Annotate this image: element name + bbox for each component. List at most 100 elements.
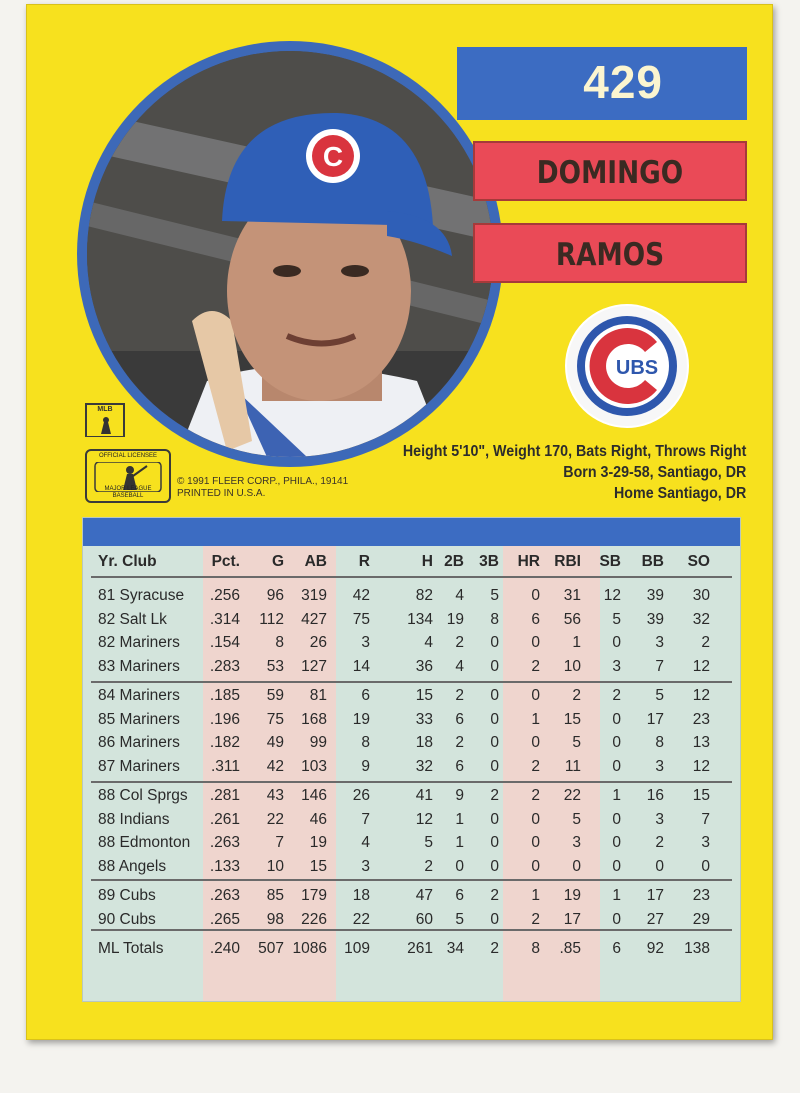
stats-row: 86 Mariners .182 49 99 8 18 2 0 0 5 0 8 13 [83,733,740,755]
cell-club: ML Totals [98,940,164,957]
cell-2b: 5 [455,910,464,928]
cell-so: 29 [692,910,710,928]
cell-club: 84 Mariners [98,687,180,704]
cell-pct: .311 [210,757,240,775]
cell-pct: .263 [209,834,240,851]
cell-rbi: 56 [563,610,581,628]
first-name-bar: DOMINGO [473,141,747,201]
cell-2b: 4 [455,657,464,675]
header-g: G [271,553,284,570]
cell-r: 3 [361,634,370,651]
cell-r: 8 [361,734,370,751]
cell-rbi: 17 [563,910,581,928]
helmet-logo-letter: C [323,141,343,172]
cell-bb: 0 [655,857,664,875]
cell-2b: 6 [455,757,464,775]
cell-ab: 168 [301,710,327,728]
cell-hr: 2 [531,757,540,775]
copyright-line-2: PRINTED IN U.S.A. [177,488,266,499]
player-bio: Height 5'10", Weight 170, Bats Right, Th… [373,441,746,504]
cell-g: 75 [266,710,284,728]
cell-r: 109 [344,940,370,957]
cell-club: 88 Edmonton [98,834,191,851]
cell-3b: 0 [490,634,499,651]
bio-height-weight: Height 5'10", Weight 170, Bats Right, Th… [402,443,746,460]
cell-sb: 0 [612,910,621,928]
mlb-small-logo: MLB [85,403,125,437]
cell-so: 0 [701,857,710,875]
cell-pct: .154 [209,634,240,651]
cell-g: 98 [266,910,284,928]
cell-2b: 34 [446,940,464,957]
cell-r: 3 [361,857,370,875]
header-3b: 3B [479,553,499,570]
cell-2b: 2 [455,734,464,751]
cell-g: 8 [275,634,284,651]
cell-h: 41 [415,787,433,804]
cell-r: 26 [352,787,370,804]
header-pct: Pct. [211,553,240,570]
cell-r: 9 [361,757,370,775]
cubs-logo-text: UBS [616,357,658,379]
cell-pct: .283 [209,657,240,675]
bio-born: Born 3-29-58, Santiago, DR [562,464,746,481]
copyright-line-1: © 1991 FLEER CORP., PHILA., 19141 [177,476,349,487]
cell-3b: 0 [490,734,499,751]
cell-bb: 92 [646,940,664,957]
cell-pct: .196 [209,710,240,728]
cell-g: 53 [266,657,284,675]
cell-bb: 2 [655,834,664,851]
cell-sb: 2 [612,687,621,704]
cell-h: 5 [424,834,433,851]
cell-3b: 0 [490,657,499,675]
stats-row: 81 Syracuse .256 96 319 42 82 4 5 0 31 12 39 30 [83,586,740,608]
cell-g: 59 [266,687,284,704]
cell-rbi: 1 [572,634,581,651]
cell-rbi: 19 [563,887,581,904]
header-club: Yr. Club [98,553,157,570]
licensee-top-label: OFFICIAL LICENSEE [98,453,158,459]
cell-3b: 5 [490,587,499,604]
cell-ab: 319 [301,587,327,604]
stats-divider [91,879,732,881]
cell-club: 82 Mariners [98,634,180,651]
stats-row: 89 Cubs .263 85 179 18 47 6 2 1 19 1 17 23 [83,886,740,908]
cell-hr: 6 [531,610,540,628]
cell-ab: 226 [301,910,327,928]
player-first-name: DOMINGO [536,155,684,191]
cell-ab: 103 [301,757,327,775]
cell-rbi: .85 [559,940,581,957]
cell-club: 89 Cubs [98,887,156,904]
cell-3b: 0 [490,910,499,928]
cell-ab: 46 [309,810,327,828]
cell-hr: 1 [531,710,540,728]
cell-2b: 1 [455,810,464,828]
cell-club: 85 Mariners [98,710,180,728]
cell-g: 7 [275,834,284,851]
stats-highlight-column-1 [203,546,336,1001]
cell-hr: 1 [531,887,540,904]
cell-r: 14 [352,657,370,675]
cell-hr: 0 [531,857,540,875]
cell-h: 4 [424,634,433,651]
licensee-bottom-label: MAJOR LEAGUE BASEBALL [104,486,152,499]
cell-sb: 5 [612,610,621,628]
cell-r: 18 [352,887,370,904]
stats-row: 90 Cubs .265 98 226 22 60 5 0 2 17 0 27 29 [83,910,740,932]
cell-bb: 7 [655,657,664,675]
last-name-bar: RAMOS [473,223,747,283]
cell-club: 86 Mariners [98,734,180,751]
cell-h: 36 [415,657,433,675]
cell-so: 23 [692,710,710,728]
cell-bb: 8 [655,734,664,751]
stats-row: ML Totals .240 507 1086 109 261 34 2 8 .85 6 92 138 [83,939,740,961]
cell-club: 83 Mariners [98,657,180,675]
cubs-logo: UBS [565,304,689,428]
cell-sb: 0 [612,757,621,775]
cell-bb: 5 [655,687,664,704]
cell-g: 507 [258,940,284,957]
cell-rbi: 22 [563,787,581,804]
stats-row: 83 Mariners .283 53 127 14 36 4 0 2 10 3 7 12 [83,657,740,679]
cell-so: 12 [692,657,710,675]
stats-row: 82 Salt Lk .314 112 427 75 134 19 8 6 56 5 39 32 [83,610,740,632]
